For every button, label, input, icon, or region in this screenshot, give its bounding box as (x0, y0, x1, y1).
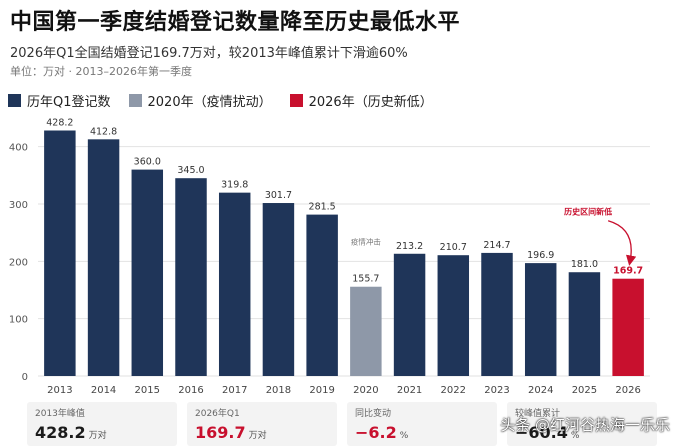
annotation-arrow-2026 (607, 220, 637, 266)
card-yoy-unit: % (399, 431, 409, 441)
y-tick-label-300: 300 (9, 200, 28, 211)
card-2026: 2026年Q1 169.7 万对 (187, 402, 337, 446)
x-tick-label-2019: 2019 (309, 385, 334, 396)
value-label-2023: 214.7 (483, 240, 510, 251)
legend-swatch-2026 (289, 94, 303, 107)
legend-swatch-regular (8, 94, 21, 107)
x-tick-label-2020: 2020 (353, 385, 378, 396)
legend-swatch-2020 (128, 94, 142, 107)
card-peak-value: 428.2 (35, 423, 86, 442)
legend-label-regular: 历年Q1登记数 (27, 95, 111, 110)
card-2026-label: 2026年Q1 (195, 409, 240, 419)
bar-chart: 0 100 200 300 400 428.2 2013 412.8 2014 360.0 2015… (9, 117, 650, 396)
value-label-2020: 155.7 (352, 274, 379, 285)
summary-cards: 2013年峰值 428.2 万对 2026年Q1 169.7 万对 同比变动 −6.… (27, 402, 657, 446)
y-tick-label-100: 100 (9, 315, 28, 326)
bar-2018 (262, 203, 295, 376)
legend-item-2020: 2020年（疫情扰动） (128, 91, 272, 110)
bar-2015 (131, 169, 164, 376)
card-yoy: 同比变动 −6.2% (347, 402, 497, 446)
value-label-2019: 281.5 (309, 202, 336, 213)
y-tick-label-200: 200 (9, 257, 28, 268)
card-2026-value: 169.7 (195, 423, 246, 442)
card-yoy-value: −6.2 (355, 423, 397, 442)
x-tick-label-2022: 2022 (441, 385, 466, 396)
x-tick-label-2026: 2026 (615, 385, 640, 396)
card-2026-value-row: 169.7 万对 (195, 423, 329, 442)
card-peak-label: 2013年峰值 (35, 409, 85, 419)
bar-2019 (306, 214, 338, 376)
page-title: 中国第一季度结婚登记数量降至历史最低水平 (10, 10, 461, 35)
x-tick-label-2017: 2017 (222, 385, 247, 396)
card-cumulative-unit: % (570, 431, 580, 441)
value-label-2015: 360.0 (134, 157, 161, 168)
legend-label-2020: 2020年（疫情扰动） (147, 95, 272, 110)
bar-2013 (44, 130, 76, 376)
bar-2017 (218, 192, 251, 376)
bar-2016 (175, 178, 207, 376)
y-tick-label-400: 400 (9, 143, 28, 154)
x-tick-label-2018: 2018 (266, 385, 291, 396)
value-label-2017: 319.8 (221, 180, 248, 191)
legend-label-2026: 2026年（历史新低） (308, 95, 433, 110)
x-tick-label-2021: 2021 (397, 385, 422, 396)
card-cumulative: 较峰值累计 −60.4% (507, 402, 657, 446)
value-label-2021: 213.2 (396, 241, 423, 252)
card-2026-unit: 万对 (248, 431, 267, 441)
value-label-2018: 301.7 (265, 190, 292, 201)
value-label-2013: 428.2 (46, 117, 73, 128)
value-label-2025: 181.0 (571, 259, 598, 270)
value-label-2022: 210.7 (440, 242, 467, 253)
value-label-2014: 412.8 (90, 126, 117, 137)
card-yoy-value-row: −6.2% (355, 423, 489, 442)
y-tick-label-0: 0 (22, 372, 28, 383)
bar-2022 (437, 255, 470, 376)
card-yoy-label: 同比变动 (355, 409, 392, 419)
page-subtitle: 2026年Q1全国结婚登记169.7万对，较2013年峰值累计下滑逾60% (10, 46, 408, 61)
x-tick-label-2023: 2023 (484, 385, 509, 396)
x-tick-label-2015: 2015 (135, 385, 160, 396)
x-tick-label-2024: 2024 (528, 385, 553, 396)
watermark-text: 头条 @红河谷热海一乐乐 (500, 416, 670, 434)
card-cumulative-value-row: −60.4% (515, 423, 649, 442)
x-tick-label-2025: 2025 (572, 385, 597, 396)
value-label-2024: 196.9 (527, 250, 554, 261)
x-tick-label-2013: 2013 (47, 385, 72, 396)
chart-legend: 历年Q1登记数 2020年（疫情扰动） 2026年（历史新低） (8, 91, 433, 110)
x-tick-label-2014: 2014 (91, 385, 116, 396)
bar-2025 (568, 272, 601, 376)
card-cumulative-label: 较峰值累计 (515, 409, 561, 419)
bar-2023 (481, 252, 513, 376)
legend-item-regular: 历年Q1登记数 (8, 91, 111, 110)
annotation-2026: 历史区间新低 (564, 207, 612, 217)
card-cumulative-value: −60.4 (515, 423, 568, 442)
legend-item-2026: 2026年（历史新低） (289, 91, 433, 110)
value-label-2016: 345.0 (177, 165, 204, 176)
unit-note: 单位：万对 · 2013–2026年第一季度 (10, 65, 192, 78)
bar-2024 (524, 263, 557, 376)
value-label-2026: 169.7 (613, 266, 643, 277)
card-peak: 2013年峰值 428.2 万对 (27, 402, 177, 446)
bar-2026 (612, 278, 644, 376)
annotation-2020: 疫情冲击 (351, 237, 381, 247)
card-peak-unit: 万对 (88, 431, 107, 441)
card-peak-value-row: 428.2 万对 (35, 423, 169, 442)
bar-2014 (87, 139, 120, 376)
x-tick-label-2016: 2016 (178, 385, 203, 396)
bar-2021 (393, 253, 426, 376)
bar-2020 (350, 286, 382, 376)
